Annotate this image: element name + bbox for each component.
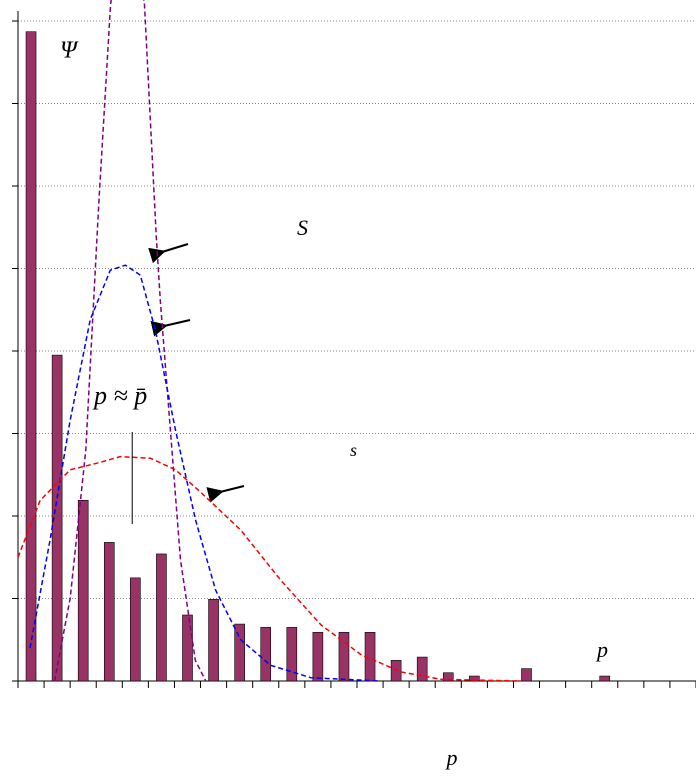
bar xyxy=(234,623,245,682)
x-axis-label: p xyxy=(445,745,458,770)
annotation: Ψ xyxy=(60,38,79,64)
bar xyxy=(77,500,89,682)
arrows xyxy=(148,243,245,503)
fit-curve xyxy=(18,455,522,681)
fit-curve xyxy=(53,0,207,681)
bar xyxy=(260,627,272,682)
curves xyxy=(18,0,522,681)
bar xyxy=(416,656,428,682)
arrow xyxy=(148,243,189,264)
annotation: p xyxy=(595,637,608,662)
annotation: s xyxy=(350,440,357,460)
annotation: p ≈ p̄ xyxy=(92,381,147,410)
bar xyxy=(156,553,167,682)
bar xyxy=(599,675,611,682)
bar xyxy=(338,632,350,682)
annotation: S xyxy=(297,215,308,240)
bar xyxy=(390,660,402,682)
bar xyxy=(130,577,141,682)
bar xyxy=(25,31,37,682)
bar xyxy=(103,542,115,682)
bar xyxy=(208,599,219,682)
bar xyxy=(442,672,454,682)
fit-curve xyxy=(29,264,381,681)
arrow xyxy=(150,319,191,337)
bar xyxy=(286,627,298,682)
bar xyxy=(182,614,193,682)
bar xyxy=(521,668,532,682)
arrow xyxy=(206,485,245,503)
bar xyxy=(469,675,480,682)
bar xyxy=(312,632,324,682)
bar xyxy=(51,354,63,682)
